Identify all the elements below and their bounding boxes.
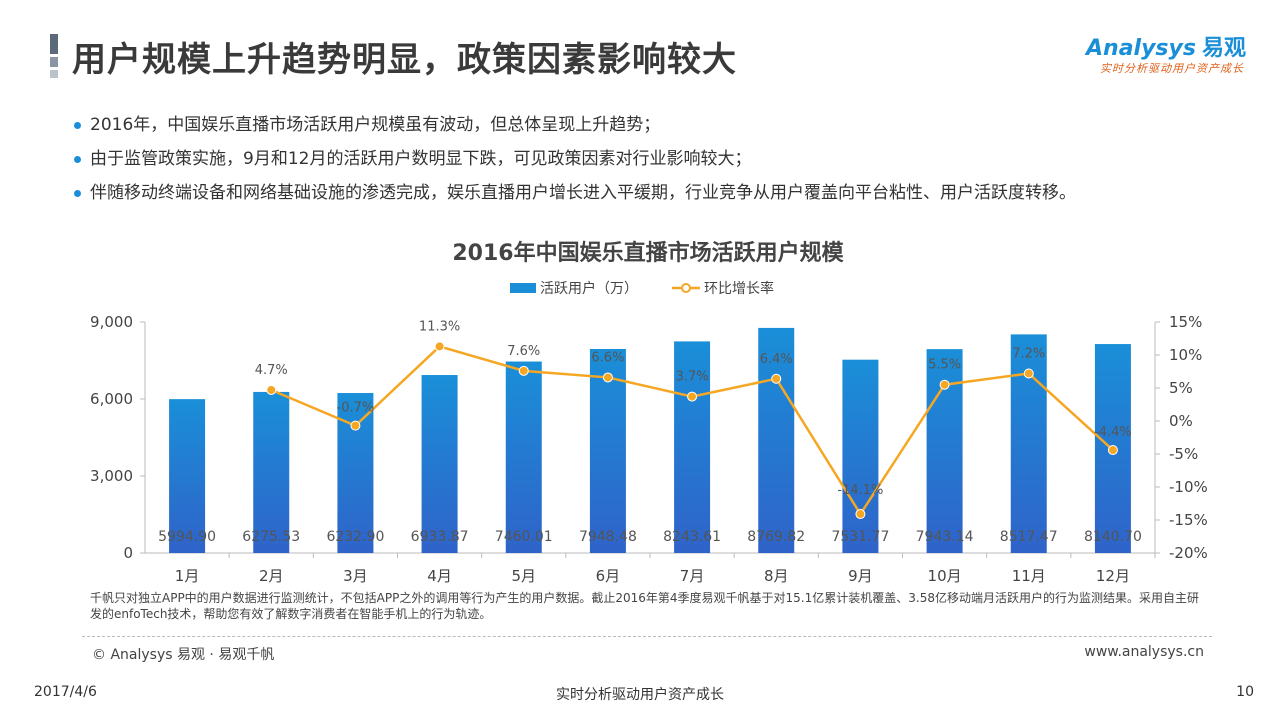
legend-bar-swatch bbox=[510, 283, 536, 293]
bar-data-label: 7531.77 bbox=[831, 529, 889, 545]
y-right-tick-label: 15% bbox=[1169, 313, 1202, 331]
x-tick-label: 12月 bbox=[1096, 567, 1130, 585]
bullet-dot-icon bbox=[74, 190, 81, 197]
growth-rate-point bbox=[687, 391, 698, 402]
bar-data-label: 8769.82 bbox=[747, 529, 805, 545]
source-website[interactable]: www.analysys.cn bbox=[1084, 644, 1204, 660]
growth-rate-label: 7.2% bbox=[1012, 346, 1045, 361]
growth-rate-point bbox=[771, 373, 782, 384]
x-tick-label: 11月 bbox=[1012, 567, 1046, 585]
growth-rate-label: -0.7% bbox=[337, 401, 375, 416]
x-tick-label: 9月 bbox=[848, 567, 873, 585]
growth-rate-point bbox=[1107, 445, 1118, 456]
growth-rate-point bbox=[855, 509, 866, 520]
bar bbox=[505, 361, 542, 553]
page-title: 用户规模上升趋势明显，政策因素影响较大 bbox=[72, 40, 737, 80]
footer-date: 2017/4/6 bbox=[34, 684, 97, 700]
legend-line-marker bbox=[681, 283, 691, 293]
bullet-text: 伴随移动终端设备和网络基础设施的渗透完成，娱乐直播用户增长进入平缓期，行业竞争从… bbox=[90, 183, 1076, 203]
growth-rate-point bbox=[434, 341, 445, 352]
bar-data-label: 6933.87 bbox=[411, 529, 469, 545]
bar bbox=[1010, 334, 1047, 553]
x-tick-label: 7月 bbox=[680, 567, 705, 585]
growth-rate-label: -14.1% bbox=[837, 483, 883, 498]
logo-slogan: 实时分析驱动用户资产成长 bbox=[1100, 62, 1244, 75]
bar bbox=[758, 327, 795, 553]
title-accent-bar bbox=[50, 34, 58, 78]
y-right-tick-label: -5% bbox=[1169, 445, 1198, 463]
bar bbox=[421, 375, 458, 553]
divider bbox=[82, 636, 1212, 637]
bullet-dot-icon bbox=[74, 156, 81, 163]
bullet-item: 由于监管政策实施，9月和12月的活跃用户数明显下跌，可见政策因素对行业影响较大； bbox=[74, 142, 1076, 176]
y-left-tick-label: 6,000 bbox=[90, 390, 133, 408]
bullet-text: 由于监管政策实施，9月和12月的活跃用户数明显下跌，可见政策因素对行业影响较大； bbox=[90, 149, 752, 169]
growth-rate-label: 6.4% bbox=[760, 352, 793, 367]
bullet-dot-icon bbox=[74, 122, 81, 129]
bar bbox=[169, 399, 206, 553]
bar-data-label: 8243.61 bbox=[663, 529, 721, 545]
logo-brand-cn: 易观 bbox=[1201, 36, 1246, 61]
y-right-tick-label: 0% bbox=[1169, 412, 1193, 430]
legend-line-label: 环比增长率 bbox=[704, 280, 774, 297]
growth-rate-label: 7.6% bbox=[507, 344, 540, 359]
x-tick-label: 10月 bbox=[928, 567, 962, 585]
bullet-item: 伴随移动终端设备和网络基础设施的渗透完成，娱乐直播用户增长进入平缓期，行业竞争从… bbox=[74, 176, 1076, 210]
page-number: 10 bbox=[1236, 684, 1254, 700]
footnote: 千帆只对独立APP中的用户数据进行监测统计，不包括APP之外的调用等行为产生的用… bbox=[90, 591, 1199, 621]
bullet-list: 2016年，中国娱乐直播市场活跃用户规模虽有波动，但总体呈现上升趋势； 由于监管… bbox=[74, 108, 1076, 210]
legend-bar-label: 活跃用户（万） bbox=[540, 280, 638, 297]
x-tick-label: 1月 bbox=[175, 567, 200, 585]
x-tick-label: 5月 bbox=[511, 567, 536, 585]
growth-rate-point bbox=[350, 420, 361, 431]
y-right-tick-label: -15% bbox=[1169, 511, 1208, 529]
bar-data-label: 8517.47 bbox=[1000, 529, 1058, 545]
bar-data-label: 5994.90 bbox=[158, 529, 216, 545]
growth-rate-point bbox=[266, 384, 277, 395]
bar-data-label: 6232.90 bbox=[326, 529, 384, 545]
y-right-tick-label: -10% bbox=[1169, 478, 1208, 496]
bar-data-label: 7460.01 bbox=[495, 529, 553, 545]
source-copyright: © Analysys 易观 · 易观千帆 bbox=[92, 647, 275, 663]
footer-tagline: 实时分析驱动用户资产成长 bbox=[556, 687, 724, 703]
bar-data-label: 7948.48 bbox=[579, 529, 637, 545]
x-tick-label: 3月 bbox=[343, 567, 368, 585]
y-left-tick-label: 3,000 bbox=[90, 467, 133, 485]
growth-rate-label: 6.6% bbox=[591, 350, 624, 365]
bar bbox=[674, 341, 711, 553]
logo-brand: Analysys bbox=[1086, 36, 1196, 61]
bar bbox=[589, 348, 626, 553]
growth-rate-label: 11.3% bbox=[419, 319, 460, 334]
growth-rate-point bbox=[602, 372, 613, 383]
x-tick-label: 2月 bbox=[259, 567, 284, 585]
growth-rate-label: 4.7% bbox=[255, 363, 288, 378]
y-right-tick-label: -20% bbox=[1169, 544, 1208, 562]
bar-data-label: 7943.14 bbox=[916, 529, 974, 545]
bar-data-label: 8140.70 bbox=[1084, 529, 1142, 545]
x-tick-label: 6月 bbox=[596, 567, 621, 585]
bar bbox=[842, 359, 879, 553]
bar-data-label: 6275.53 bbox=[242, 529, 300, 545]
y-right-tick-label: 5% bbox=[1169, 379, 1193, 397]
growth-rate-label: 3.7% bbox=[676, 370, 709, 385]
growth-rate-point bbox=[518, 365, 529, 376]
analysys-logo: Analysys 易观 实时分析驱动用户资产成长 bbox=[1086, 30, 1246, 76]
y-left-tick-label: 9,000 bbox=[90, 313, 133, 331]
growth-rate-label: -4.4% bbox=[1094, 425, 1132, 440]
bullet-text: 2016年，中国娱乐直播市场活跃用户规模虽有波动，但总体呈现上升趋势； bbox=[90, 115, 661, 135]
y-left-tick-label: 0 bbox=[123, 544, 133, 562]
growth-rate-point bbox=[1023, 368, 1034, 379]
growth-rate-label: 5.5% bbox=[928, 358, 961, 373]
chart-title: 2016年中国娱乐直播市场活跃用户规模 bbox=[452, 240, 844, 266]
bullet-item: 2016年，中国娱乐直播市场活跃用户规模虽有波动，但总体呈现上升趋势； bbox=[74, 108, 1076, 142]
x-tick-label: 8月 bbox=[764, 567, 789, 585]
x-tick-label: 4月 bbox=[427, 567, 452, 585]
y-right-tick-label: 10% bbox=[1169, 346, 1202, 364]
growth-rate-point bbox=[939, 379, 950, 390]
bar bbox=[253, 391, 290, 553]
